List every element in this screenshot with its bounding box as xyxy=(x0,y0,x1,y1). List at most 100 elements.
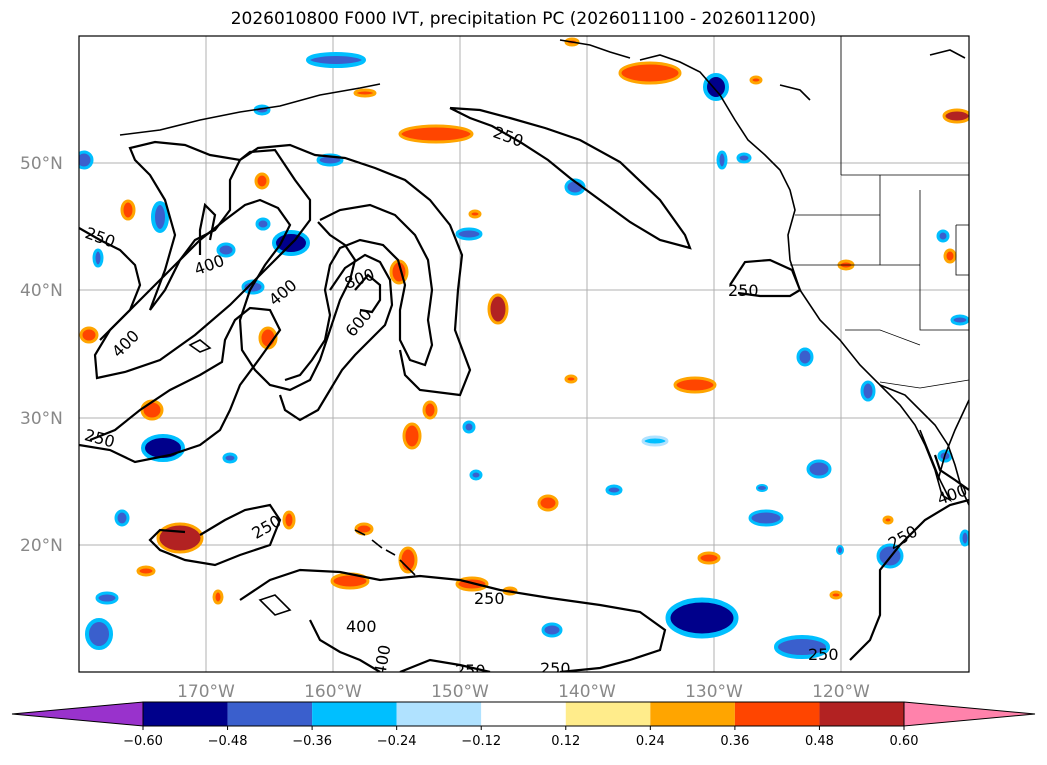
precip-positive-area xyxy=(398,124,474,144)
hawaii-islands xyxy=(354,529,416,576)
contour-label-250: 250 xyxy=(808,645,839,664)
colorbar-tick-label: −0.60 xyxy=(123,734,163,749)
state-borders xyxy=(790,175,969,346)
colorbar-tick-label: −0.36 xyxy=(292,734,332,749)
precip-negative-area xyxy=(255,217,271,231)
colorbar-segment xyxy=(650,702,735,726)
ivt-contour-400 xyxy=(284,203,434,382)
precip-negative-area xyxy=(756,484,768,492)
precip-positive-area xyxy=(942,108,969,124)
precip-positive-area xyxy=(254,172,270,190)
island-cluster-d xyxy=(929,49,966,59)
precip-negative-area xyxy=(860,380,876,402)
precip-positive-area xyxy=(79,326,99,344)
precip-negative-area xyxy=(85,618,113,650)
precip-positive-area xyxy=(402,422,422,450)
lat-label-40n: 40°N xyxy=(20,281,63,301)
colorbar xyxy=(11,701,1036,730)
precip-negative-area xyxy=(216,242,236,258)
precip-negative-area xyxy=(469,469,483,481)
colorbar-tick-label: −0.24 xyxy=(377,734,417,749)
colorbar-segment xyxy=(565,702,651,726)
precip-pc-fills xyxy=(79,37,969,659)
lat-label-30n: 30°N xyxy=(20,409,63,429)
colorbar-tick-label: 0.36 xyxy=(720,734,749,749)
longitude-labels: 170°W 160°W 150°W 140°W 130°W 120°W xyxy=(177,682,870,702)
lon-label-120w: 120°W xyxy=(812,682,870,702)
north-america-coast xyxy=(639,54,969,506)
precip-positive-area xyxy=(140,399,164,421)
aleutian-islands xyxy=(119,83,381,136)
precip-negative-area xyxy=(541,622,563,638)
colorbar-tick-label: 0.12 xyxy=(551,734,580,749)
contour-label-250: 250 xyxy=(728,281,759,300)
precip-negative-area xyxy=(774,635,830,659)
us-mexico-border xyxy=(879,379,969,389)
precip-positive-area xyxy=(353,88,377,98)
precip-negative-area xyxy=(114,509,130,527)
precip-positive-area xyxy=(282,510,296,530)
precip-negative-area xyxy=(796,347,814,367)
lon-label-130w: 130°W xyxy=(685,682,743,702)
precip-negative-area xyxy=(462,420,476,434)
precip-negative-area xyxy=(936,229,950,243)
ivt-contour-250 xyxy=(849,498,969,661)
precip-positive-area xyxy=(212,589,224,605)
precip-negative-area xyxy=(95,591,119,605)
map-frame xyxy=(78,35,970,673)
precip-negative-area xyxy=(665,597,739,639)
ivt-contour-250 xyxy=(239,568,667,672)
lon-label-160w: 160°W xyxy=(304,682,362,702)
island-cluster-c xyxy=(779,84,811,101)
colorbar-tick-label: −0.12 xyxy=(461,734,501,749)
precip-negative-area xyxy=(151,201,169,233)
precip-negative-area xyxy=(79,150,94,170)
precip-positive-area xyxy=(697,551,721,565)
precip-negative-area xyxy=(455,227,483,241)
colorbar-segment xyxy=(143,702,228,726)
alaska-southeast-coast xyxy=(559,39,631,59)
baja-peninsula xyxy=(879,384,952,503)
precip-positive-area xyxy=(943,248,957,264)
latitude-labels: 50°N 40°N 30°N 20°N xyxy=(20,154,63,556)
lat-label-20n: 20°N xyxy=(20,536,63,556)
colorbar-segment xyxy=(819,702,904,726)
map-title: 2026010800 F000 IVT, precipitation PC (2… xyxy=(230,9,817,29)
ivt-contour-250 xyxy=(79,140,472,397)
country-borders xyxy=(790,36,969,389)
ivt-contour-400 xyxy=(198,202,217,255)
precip-positive-area xyxy=(749,75,763,85)
lon-label-170w: 170°W xyxy=(177,682,235,702)
colorbar-tick-label: −0.48 xyxy=(208,734,248,749)
colorbar-segment xyxy=(481,702,566,726)
colorbar-extend-max xyxy=(903,701,1036,727)
ivt-contour-250 xyxy=(148,503,282,567)
ivt-contour-250 xyxy=(309,619,381,672)
precip-positive-area xyxy=(468,209,482,219)
precip-negative-area xyxy=(836,545,844,555)
precip-negative-area xyxy=(703,73,729,101)
colorbar-extend-min xyxy=(11,701,144,727)
precip-negative-area xyxy=(748,509,784,527)
precip-negative-area xyxy=(222,452,238,464)
precip-positive-area xyxy=(156,522,204,554)
colorbar-tick-label: 0.48 xyxy=(805,734,834,749)
colorbar-tick-labels: −0.60 −0.48 −0.36 −0.24 −0.12 0.12 0.24 0.36 0.4… xyxy=(123,734,918,749)
ivt-contour-250 xyxy=(729,258,802,298)
island-cluster-a xyxy=(188,339,212,353)
contour-label-250: 250 xyxy=(455,661,486,680)
colorbar-segment xyxy=(312,702,397,726)
precip-negative-area xyxy=(959,529,969,547)
ivt-contour-400 xyxy=(933,454,969,491)
precip-negative-area xyxy=(716,150,728,170)
ivt-contour-800 xyxy=(354,273,382,314)
precip-positive-area xyxy=(618,61,682,85)
contour-label-250: 250 xyxy=(540,659,571,678)
lon-label-140w: 140°W xyxy=(558,682,616,702)
coastlines xyxy=(119,39,969,616)
precip-negative-area xyxy=(950,314,969,326)
ivt-contour-250 xyxy=(79,306,282,464)
precip-negative-area xyxy=(806,459,832,479)
colorbar-segment xyxy=(396,702,482,726)
